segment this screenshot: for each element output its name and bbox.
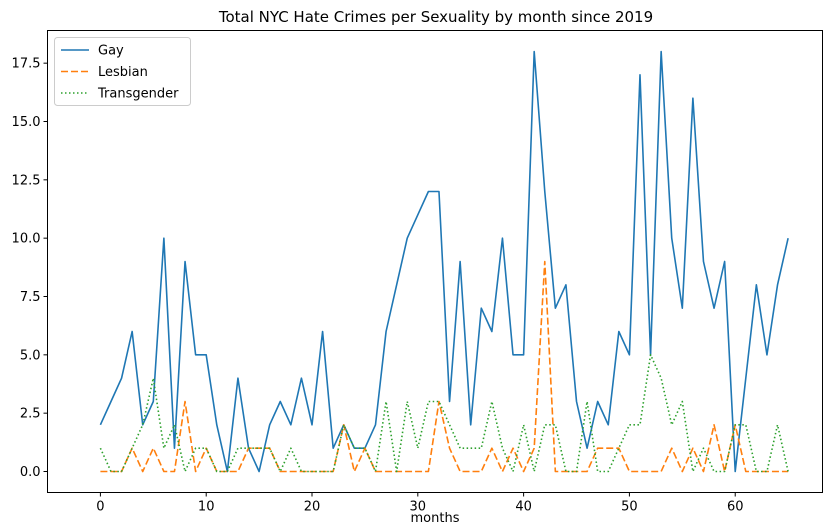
y-tick-label: 0.0 [20, 465, 41, 480]
series-line-gay [99, 50, 789, 473]
x-tick-label: 0 [96, 500, 104, 515]
x-tick-label: 40 [515, 500, 532, 515]
series-line-transgender [99, 354, 789, 473]
x-tick-label: 10 [198, 500, 215, 515]
legend-box [54, 37, 191, 106]
legend-label-gay: Gay [98, 44, 124, 59]
legend-label-transgender: Transgender [97, 87, 179, 102]
x-axis: 0 10 20 30 40 50 60 [96, 492, 744, 515]
x-tick-label: 20 [304, 500, 321, 515]
series-layer [99, 50, 789, 473]
plot-frame [47, 30, 823, 493]
chart-title: Total NYC Hate Crimes per Sexuality by m… [218, 8, 653, 26]
y-tick-label: 12.5 [12, 173, 41, 188]
y-tick-label: 5.0 [20, 348, 41, 363]
y-tick-label: 2.5 [20, 407, 41, 422]
x-axis-label: months [411, 511, 460, 526]
y-tick-label: 7.5 [20, 290, 41, 305]
x-tick-label: 30 [410, 500, 427, 515]
y-axis: 0.0 2.5 5.0 7.5 10.0 12.5 15.0 17.5 [12, 57, 48, 480]
x-tick-label: 60 [727, 500, 744, 515]
legend-label-lesbian: Lesbian [98, 65, 148, 80]
y-tick-label: 15.0 [12, 115, 41, 130]
x-tick-label: 50 [621, 500, 638, 515]
y-tick-label: 10.0 [12, 232, 41, 247]
y-tick-label: 17.5 [12, 57, 41, 72]
legend: Gay Lesbian Transgender [54, 37, 191, 106]
